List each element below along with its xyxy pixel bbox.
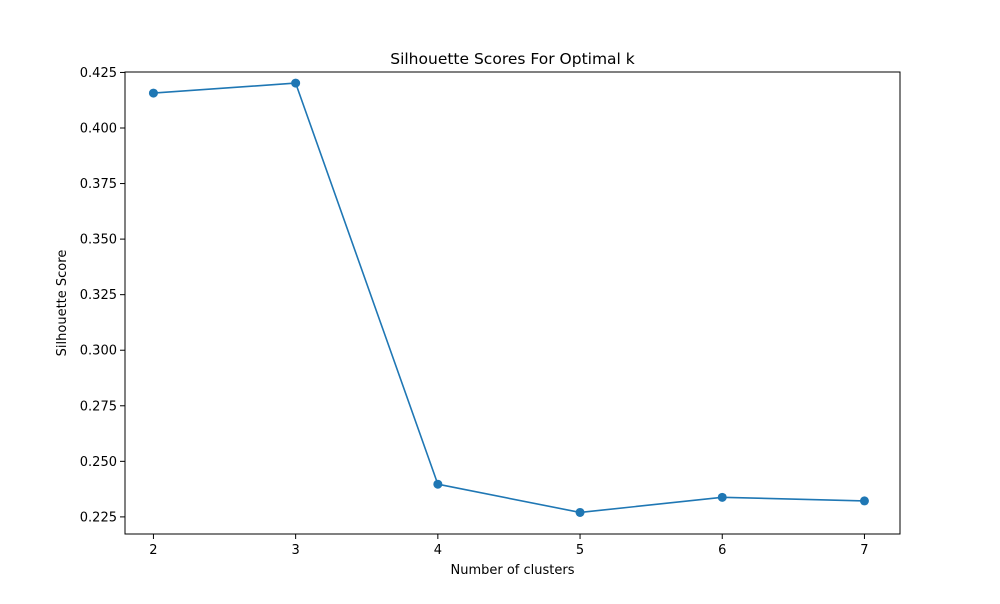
data-point: [575, 507, 585, 517]
data-point: [291, 78, 301, 88]
x-tick-label: 5: [576, 543, 584, 558]
plot-area: 2 3 4 5 6 7 0.225 0.250 0.275 0.300 0.325 0.350 0.37…: [80, 66, 901, 558]
data-point: [859, 496, 869, 506]
y-tick-label: 0.400: [80, 122, 117, 137]
x-tick-label: 2: [149, 543, 157, 558]
x-tick-label: 7: [860, 543, 868, 558]
y-tick-label: 0.350: [80, 233, 117, 248]
y-tick-label: 0.225: [80, 510, 117, 525]
y-axis-label: Silhouette Score: [55, 250, 70, 357]
y-tick-label: 0.250: [80, 455, 117, 470]
data-point: [148, 88, 158, 98]
x-tick-label: 6: [718, 543, 726, 558]
plot-frame: [124, 71, 901, 535]
chart-title: Silhouette Scores For Optimal k: [390, 50, 635, 68]
y-tick-label: 0.275: [80, 399, 117, 414]
y-tick-label: 0.325: [80, 288, 117, 303]
data-point: [433, 479, 443, 489]
x-tick-label: 3: [292, 543, 300, 558]
x-tick-label: 4: [434, 543, 442, 558]
y-tick-label: 0.425: [80, 66, 117, 81]
y-tick-label: 0.300: [80, 344, 117, 359]
x-axis-label: Number of clusters: [450, 563, 574, 578]
y-tick-label: 0.375: [80, 177, 117, 192]
series-line: [153, 82, 865, 514]
data-point: [717, 492, 727, 502]
